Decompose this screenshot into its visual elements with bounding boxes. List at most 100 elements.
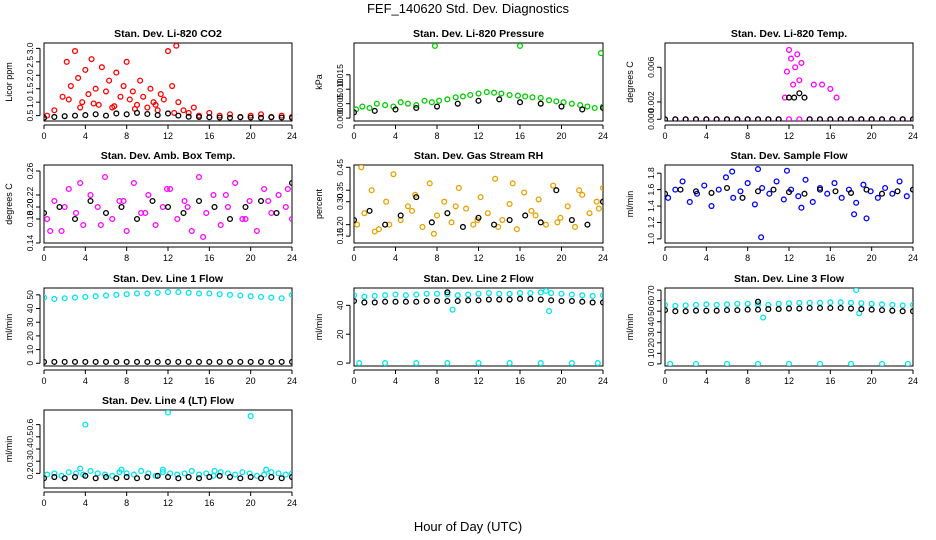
data-point <box>71 294 79 301</box>
data-point <box>90 100 97 107</box>
data-point <box>44 209 48 217</box>
data-point <box>454 100 461 107</box>
x-tick-label: 24 <box>598 376 608 386</box>
data-point <box>82 421 89 428</box>
data-point <box>413 298 420 305</box>
x-tick-label: 0 <box>662 253 667 263</box>
data-point <box>65 185 72 193</box>
data-point <box>708 189 715 196</box>
data-point <box>760 314 767 321</box>
data-point <box>184 203 191 211</box>
data-point <box>824 190 831 197</box>
x-tick-label: 16 <box>825 253 835 263</box>
data-point <box>558 290 565 297</box>
data-point <box>868 116 875 121</box>
x-tick-label: 8 <box>124 253 129 263</box>
data-point <box>744 306 751 313</box>
data-point <box>404 203 412 210</box>
data-point <box>449 306 456 313</box>
data-point <box>754 306 762 313</box>
data-point <box>397 99 404 106</box>
data-point <box>692 116 700 121</box>
data-point <box>82 293 89 300</box>
data-point <box>679 178 686 185</box>
data-point <box>44 114 48 121</box>
data-point <box>195 197 203 205</box>
data-point <box>692 360 700 366</box>
data-point <box>382 298 389 305</box>
data-point <box>529 94 536 101</box>
x-tick-label: 16 <box>204 131 214 141</box>
data-point <box>899 308 906 315</box>
y-axis-label: kPa <box>314 74 324 90</box>
data-point <box>535 196 542 203</box>
data-point <box>896 178 903 185</box>
data-point <box>858 300 865 307</box>
data-point <box>206 473 213 481</box>
data-point <box>509 180 516 187</box>
x-axis: 0 4 8 12 16 20 24 <box>41 369 297 386</box>
data-point <box>226 114 234 121</box>
data-point <box>579 191 586 198</box>
data-point <box>860 181 867 188</box>
data-point <box>282 471 289 478</box>
data-point <box>47 227 54 235</box>
y-tick-label: 40 <box>646 317 656 327</box>
data-point <box>754 166 762 173</box>
data-point <box>356 360 363 366</box>
data-point <box>51 473 58 481</box>
data-point <box>847 299 855 306</box>
data-point <box>133 215 141 223</box>
x-tick-label: 12 <box>473 376 483 386</box>
data-point <box>516 43 524 49</box>
data-point <box>889 307 896 314</box>
data-point <box>413 194 420 201</box>
data-point <box>195 358 203 365</box>
data-point <box>433 103 441 110</box>
x-tick-label: 8 <box>124 376 129 386</box>
data-point <box>80 221 87 229</box>
data-point <box>806 299 813 306</box>
data-point <box>444 210 451 217</box>
data-point <box>433 290 441 297</box>
data-point <box>703 116 710 121</box>
data-point <box>167 185 174 193</box>
figure-title: FEF_140620 Std. Dev. Diagnostics <box>367 1 570 16</box>
panel-8: Stan. Dev. Line 2 Flow 0 4 8 12 16 20 24 0 20 40 ml… <box>314 273 608 386</box>
series-1 <box>354 43 603 113</box>
x-axis: 0 4 8 12 16 20 24 <box>41 491 297 508</box>
data-point <box>169 82 176 90</box>
data-point <box>137 77 144 84</box>
data-point <box>433 212 441 219</box>
data-points <box>665 46 913 121</box>
data-point <box>798 204 805 211</box>
data-point <box>133 358 141 365</box>
y-tick-label: 0.4 <box>25 443 35 455</box>
data-point <box>816 299 824 306</box>
data-point <box>152 101 159 108</box>
series-1 <box>354 288 603 366</box>
data-point <box>226 215 234 223</box>
data-point <box>94 203 101 211</box>
data-point <box>537 219 544 226</box>
data-point <box>59 93 66 100</box>
data-point <box>123 58 130 65</box>
data-point <box>44 215 51 223</box>
data-point <box>545 97 553 104</box>
data-point <box>537 296 544 303</box>
data-point <box>734 116 741 121</box>
data-point <box>847 189 855 196</box>
data-point <box>216 114 223 121</box>
y-axis-label: ml/min <box>4 314 14 341</box>
x-tick-label: 24 <box>287 253 297 263</box>
y-tick-label: 0.45 <box>335 159 345 176</box>
data-point <box>361 293 368 300</box>
data-point <box>133 475 141 482</box>
y-tick-label: 0.5 <box>25 109 35 121</box>
data-point <box>180 209 187 217</box>
y-tick-label: 10 <box>25 345 35 355</box>
data-point <box>853 288 860 294</box>
x-tick-label: 12 <box>163 376 173 386</box>
